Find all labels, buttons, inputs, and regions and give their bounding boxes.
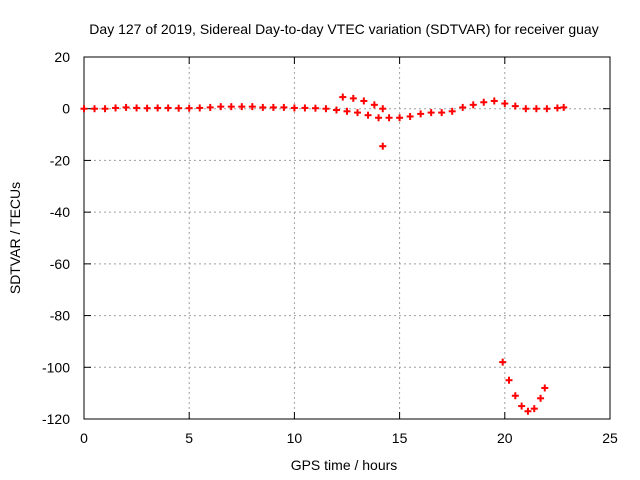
data-point	[143, 104, 151, 112]
data-point	[379, 142, 387, 150]
data-point	[196, 104, 204, 112]
data-point	[206, 103, 214, 111]
data-point	[379, 105, 387, 113]
data-point	[217, 103, 225, 111]
data-point	[322, 105, 330, 113]
data-point	[238, 103, 246, 111]
y-tick-label: 20	[54, 49, 70, 65]
data-point	[360, 97, 368, 105]
data-point	[122, 103, 130, 111]
data-point	[91, 105, 99, 113]
y-axis-label: SDTVAR / TECUs	[7, 182, 23, 294]
data-point	[417, 110, 425, 118]
data-point	[511, 102, 519, 110]
data-point	[499, 358, 507, 366]
y-tick-label: -100	[42, 359, 70, 375]
data-point	[354, 109, 362, 117]
x-tick-label: 5	[185, 430, 193, 446]
data-point	[427, 109, 435, 117]
data-point	[280, 103, 288, 111]
data-point	[112, 104, 120, 112]
data-point	[311, 104, 319, 112]
data-point	[537, 394, 545, 402]
data-point	[501, 100, 509, 108]
data-point	[511, 392, 519, 400]
data-point	[248, 103, 256, 111]
data-point	[332, 106, 340, 114]
chart-title: Day 127 of 2019, Sidereal Day-to-day VTE…	[89, 21, 598, 37]
data-point	[339, 93, 347, 101]
data-point	[553, 104, 561, 112]
data-point	[301, 104, 309, 112]
x-tick-label: 20	[497, 430, 513, 446]
data-point	[164, 104, 172, 112]
data-point	[133, 104, 141, 112]
data-point	[269, 103, 277, 111]
x-tick-label: 0	[80, 430, 88, 446]
data-point	[490, 97, 498, 105]
data-point	[532, 105, 540, 113]
data-point	[560, 103, 568, 111]
y-tick-label: -20	[50, 152, 70, 168]
data-point	[541, 384, 549, 392]
x-tick-label: 15	[392, 430, 408, 446]
y-tick-label: -120	[42, 411, 70, 427]
y-tick-label: -40	[50, 204, 70, 220]
data-point	[469, 101, 477, 109]
data-point	[80, 105, 88, 113]
data-point	[505, 376, 513, 384]
data-point	[375, 114, 383, 122]
y-tick-label: -60	[50, 256, 70, 272]
y-tick-label: -80	[50, 308, 70, 324]
data-layer	[80, 93, 568, 415]
x-tick-label: 10	[287, 430, 303, 446]
data-point	[406, 112, 414, 120]
data-point	[227, 103, 235, 111]
data-point	[543, 105, 551, 113]
data-point	[522, 105, 530, 113]
data-point	[530, 405, 538, 413]
y-tick-label: 0	[62, 101, 70, 117]
data-point	[101, 105, 109, 113]
data-point	[459, 103, 467, 111]
data-point	[524, 407, 532, 415]
data-point	[175, 104, 183, 112]
data-point	[154, 104, 162, 112]
data-point	[396, 114, 404, 122]
data-point	[364, 111, 372, 119]
data-point	[518, 402, 526, 410]
x-tick-label: 25	[602, 430, 618, 446]
data-point	[343, 107, 351, 115]
data-point	[370, 101, 378, 109]
data-point	[290, 104, 298, 112]
data-point	[259, 103, 267, 111]
tick-layer: 0 5 10 15 20 25 20 0 -20 -40 -60 -80 -100 -120	[42, 49, 618, 446]
data-point	[438, 109, 446, 117]
plot-frame	[83, 56, 611, 420]
data-point	[185, 104, 193, 112]
data-point	[385, 114, 393, 122]
data-point	[349, 94, 357, 102]
data-point	[480, 98, 488, 106]
x-axis-label: GPS time / hours	[291, 457, 398, 473]
data-point	[448, 107, 456, 115]
